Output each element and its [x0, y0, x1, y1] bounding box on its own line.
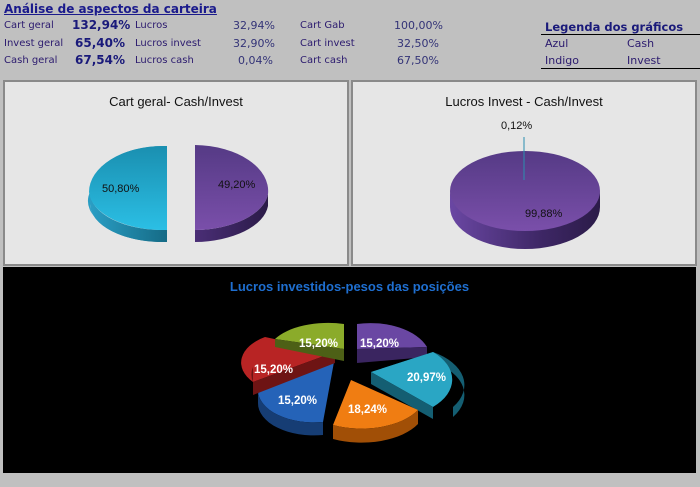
pie-slice-invest: [450, 151, 600, 249]
slice-label-red: 15,20%: [254, 364, 293, 376]
metric-value: 32,50%: [397, 37, 439, 50]
chart-title: Lucros Invest - Cash/Invest: [445, 94, 603, 109]
slice-label-teal: 20,97%: [407, 372, 446, 384]
metric-value: 132,94%: [72, 18, 131, 32]
metric-label: Invest geral: [4, 38, 64, 49]
legend-title: Legenda dos gráficos: [545, 20, 684, 34]
metric-value: 100,00%: [394, 19, 443, 32]
legend-divider: [541, 68, 700, 69]
pie-slice-green: [275, 322, 344, 361]
chart-cart-geral[interactable]: Cart geral- Cash/Invest: [3, 80, 349, 266]
slice-label-invest: 49,20%: [218, 179, 256, 191]
legend-meaning: Invest: [627, 54, 661, 67]
metric-label: Lucros: [135, 20, 168, 31]
pie-slice-orange: [333, 380, 418, 443]
metric-value: 0,04%: [238, 54, 273, 67]
metric-value: 67,50%: [397, 54, 439, 67]
metric-label: Cart geral: [4, 20, 54, 31]
slice-label-purple: 15,20%: [360, 338, 399, 350]
metric-label: Lucros cash: [135, 55, 194, 66]
metric-label: Cash geral: [4, 55, 58, 66]
metric-value: 32,90%: [233, 37, 275, 50]
pie-slice-blue: [257, 362, 334, 436]
chart-title: Lucros investidos-pesos das posições: [229, 279, 470, 294]
metric-label: Cart cash: [300, 55, 348, 66]
metric-label: Cart Gab: [300, 20, 345, 31]
legend-color: Indigo: [545, 54, 579, 67]
pie-slice-teal: [371, 352, 465, 419]
pie-slice-cash: [87, 146, 167, 243]
legend-meaning: Cash: [627, 37, 655, 50]
metric-value: 32,94%: [233, 19, 275, 32]
slice-label-cash: 50,80%: [102, 183, 140, 195]
pie-slice-purple: [357, 323, 427, 363]
legend-divider: [541, 34, 700, 35]
slice-label-invest: 99,88%: [525, 208, 563, 220]
metric-value: 65,40%: [75, 36, 125, 50]
slice-label-green: 15,20%: [299, 338, 338, 350]
slice-label-blue: 15,20%: [278, 395, 317, 407]
metric-value: 67,54%: [75, 53, 125, 67]
pie-chart-cart-geral: 50,80% 49,20%: [87, 145, 269, 243]
slice-label-orange: 18,24%: [348, 404, 387, 416]
metric-label: Cart invest: [300, 38, 355, 49]
chart-title: Cart geral- Cash/Invest: [109, 94, 243, 109]
chart-lucros-investidos[interactable]: Lucros investidos-pesos das posições: [3, 267, 696, 473]
pie-chart-lucros-invest: 0,12% 99,88%: [450, 120, 600, 249]
pie-slice-invest: [195, 145, 269, 242]
metric-label: Lucros invest: [135, 38, 201, 49]
slice-label-cash: 0,12%: [501, 120, 532, 132]
chart-lucros-invest[interactable]: Lucros Invest - Cash/Invest 0,12% 99,88%: [351, 80, 697, 266]
pie-chart-posicoes: 15,20% 20,97% 18,24% 15,20% 15,20% 15,20…: [241, 322, 465, 443]
page-title: Análise de aspectos da carteira: [4, 2, 217, 16]
legend-color: Azul: [545, 37, 569, 50]
